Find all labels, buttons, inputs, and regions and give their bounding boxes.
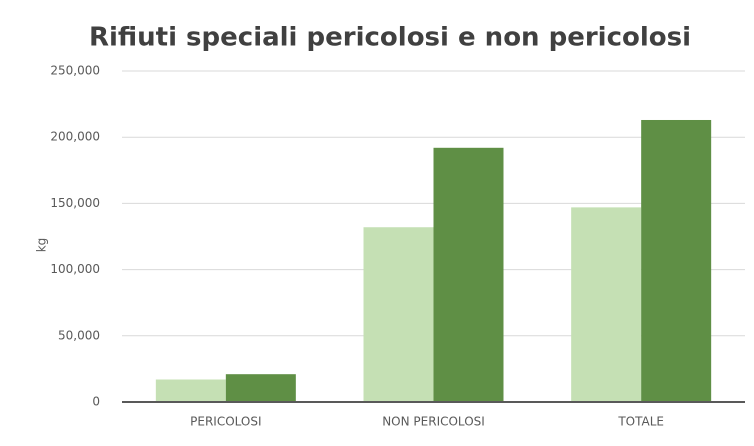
- y-tick-label: 0: [92, 395, 100, 409]
- bar: [225, 374, 296, 402]
- bar: [155, 379, 226, 402]
- y-axis-label: kg: [35, 238, 49, 253]
- bar: [571, 207, 642, 402]
- y-tick-label: 150,000: [50, 196, 100, 210]
- y-tick-label: 100,000: [50, 262, 100, 276]
- x-tick-label: TOTALE: [617, 415, 664, 429]
- bar: [363, 227, 434, 402]
- chart-title: Rifiuti speciali pericolosi e non perico…: [89, 23, 691, 53]
- x-tick-label: PERICOLOSI: [190, 415, 261, 429]
- y-tick-label: 50,000: [58, 328, 100, 342]
- bar: [433, 147, 504, 402]
- y-tick-label: 250,000: [50, 64, 100, 78]
- x-tick-label: NON PERICOLOSI: [382, 415, 485, 429]
- bar: [641, 119, 712, 402]
- y-tick-label: 200,000: [50, 130, 100, 144]
